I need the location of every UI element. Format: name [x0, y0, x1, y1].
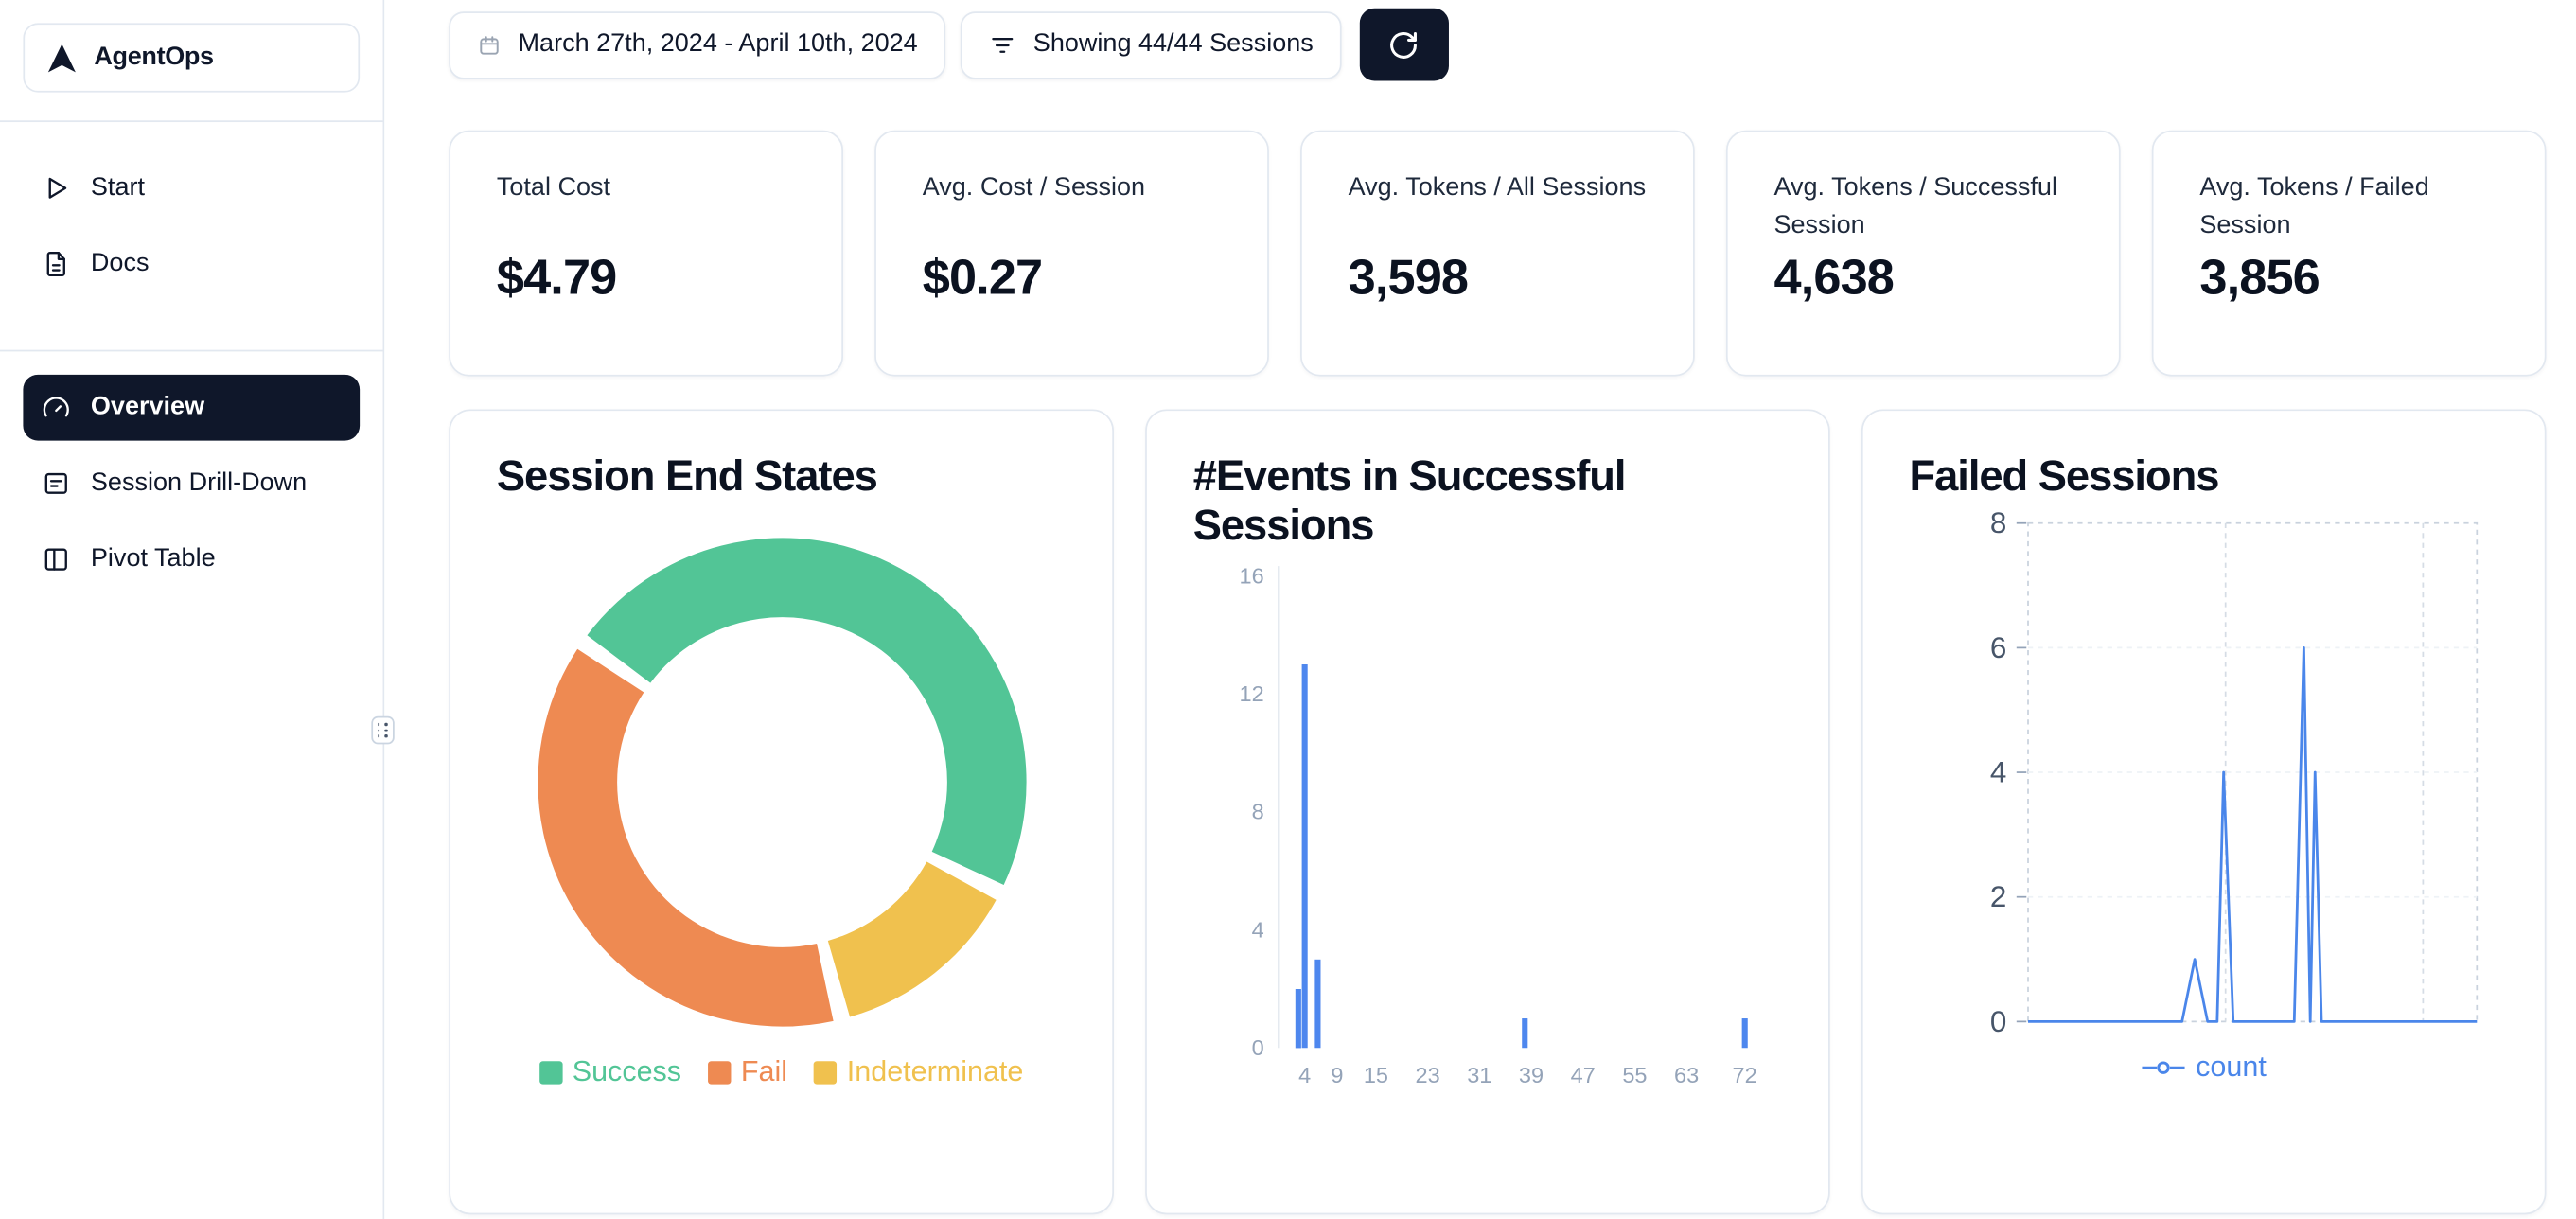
sidebar-divider — [0, 120, 383, 123]
failed-sessions-card: Failed Sessions 0 2 4 6 8 count — [1861, 409, 2547, 1215]
svg-text:2: 2 — [1990, 880, 2006, 913]
charts-row: Session End States Success Fail — [449, 409, 2547, 1215]
legend-item-fail: Fail — [707, 1054, 788, 1089]
events-in-successful-sessions-card: #Events in Successful Sessions 0 4 8 12 16 4 9… — [1145, 409, 1830, 1215]
stat-value: 4,638 — [1773, 251, 1895, 306]
legend-label: Success — [572, 1054, 682, 1088]
play-icon — [40, 171, 73, 204]
sessions-filter-label: Showing 44/44 Sessions — [1032, 29, 1314, 59]
filter-icon — [992, 37, 1014, 53]
donut-chart — [497, 521, 1067, 1045]
table-columns-icon — [40, 543, 73, 576]
refresh-button[interactable] — [1359, 8, 1449, 81]
legend-swatch-indeterminate — [813, 1060, 838, 1085]
sidebar-item-label: Start — [90, 173, 145, 202]
sidebar-item-docs[interactable]: Docs — [23, 231, 360, 297]
stat-label: Total Cost — [496, 173, 611, 202]
stat-value: 3,598 — [1348, 251, 1469, 306]
gauge-icon — [40, 391, 73, 424]
bar-chart: 0 4 8 12 16 4 9 15 23 31 39 47 55 63 72 — [1193, 554, 1783, 1110]
logo[interactable]: AgentOps — [23, 23, 361, 93]
sidebar-resize-handle[interactable] — [371, 716, 395, 745]
chart-title: Session End States — [496, 450, 878, 501]
svg-text:39: 39 — [1519, 1063, 1544, 1087]
line-chart: 0 2 4 6 8 — [1909, 506, 2498, 1047]
stats-row: Total Cost $4.79 Avg. Cost / Session $0.… — [449, 130, 2547, 377]
stat-card-total-cost: Total Cost $4.79 — [449, 130, 844, 377]
svg-text:15: 15 — [1364, 1063, 1388, 1087]
stat-value: 3,856 — [2199, 251, 2320, 306]
svg-text:9: 9 — [1331, 1063, 1343, 1087]
legend-item-success: Success — [538, 1054, 682, 1089]
svg-text:12: 12 — [1240, 682, 1264, 707]
svg-text:8: 8 — [1252, 800, 1264, 824]
chart-title: #Events in Successful Sessions — [1192, 450, 1627, 550]
date-range-button[interactable]: March 27th, 2024 - April 10th, 2024 — [449, 10, 946, 79]
donut-legend: Success Fail Indeterminate — [497, 1054, 1067, 1089]
legend-label: count — [2196, 1050, 2267, 1084]
stat-label: Avg. Cost / Session — [922, 173, 1146, 202]
refresh-icon — [1390, 31, 1418, 59]
svg-text:4: 4 — [1990, 756, 2006, 789]
main-content: March 27th, 2024 - April 10th, 2024 Show… — [384, 0, 2576, 1219]
svg-text:55: 55 — [1622, 1063, 1647, 1087]
stat-card-avg-cost-session: Avg. Cost / Session $0.27 — [874, 130, 1269, 377]
legend-item-indeterminate: Indeterminate — [813, 1054, 1024, 1089]
stat-value: $0.27 — [922, 251, 1043, 306]
sidebar-item-start[interactable]: Start — [23, 155, 360, 221]
sidebar-item-label: Session Drill-Down — [90, 468, 308, 497]
sidebar-item-session-drill-down[interactable]: Session Drill-Down — [23, 450, 360, 517]
svg-text:0: 0 — [1990, 1005, 2006, 1038]
stat-card-avg-tokens-all: Avg. Tokens / All Sessions 3,598 — [1300, 130, 1695, 377]
stat-label: Avg. Tokens / Successful Session — [1773, 173, 2057, 239]
stat-label: Avg. Tokens / Failed Session — [2199, 173, 2429, 239]
agentops-logo-icon — [47, 43, 76, 72]
stat-card-avg-tokens-failed: Avg. Tokens / Failed Session 3,856 — [2151, 130, 2547, 377]
svg-text:47: 47 — [1571, 1063, 1596, 1087]
legend-label: Indeterminate — [846, 1054, 1024, 1088]
svg-text:4: 4 — [1298, 1063, 1311, 1087]
sidebar-main-nav: Overview Session Drill-Down Pivot Table — [23, 374, 361, 603]
sidebar-item-pivot-table[interactable]: Pivot Table — [23, 526, 360, 592]
stat-card-avg-tokens-successful: Avg. Tokens / Successful Session 4,638 — [1725, 130, 2121, 377]
sidebar-item-label: Overview — [90, 393, 205, 421]
sidebar-divider — [0, 349, 383, 352]
sidebar-item-label: Pivot Table — [90, 544, 216, 574]
logo-text: AgentOps — [94, 43, 214, 71]
document-icon — [40, 248, 73, 281]
stat-label: Avg. Tokens / All Sessions — [1348, 173, 1647, 202]
svg-text:16: 16 — [1240, 564, 1264, 589]
sessions-filter-button[interactable]: Showing 44/44 Sessions — [961, 10, 1342, 79]
calendar-icon — [480, 35, 499, 54]
legend-swatch-fail — [707, 1060, 732, 1085]
svg-text:23: 23 — [1416, 1063, 1440, 1087]
sidebar-item-label: Docs — [90, 249, 150, 277]
stat-value: $4.79 — [496, 251, 617, 306]
legend-label: Fail — [740, 1054, 788, 1088]
session-list-icon — [40, 467, 73, 500]
svg-text:8: 8 — [1990, 510, 2006, 539]
toolbar: March 27th, 2024 - April 10th, 2024 Show… — [449, 8, 2546, 81]
session-end-states-card: Session End States Success Fail — [449, 409, 1114, 1215]
sidebar-top-nav: Start Docs — [23, 155, 360, 307]
legend-line-marker — [2141, 1060, 2184, 1074]
svg-text:0: 0 — [1252, 1036, 1264, 1061]
legend-swatch-success — [538, 1060, 563, 1085]
sidebar-item-overview[interactable]: Overview — [23, 374, 361, 441]
date-range-label: March 27th, 2024 - April 10th, 2024 — [518, 29, 918, 59]
svg-text:63: 63 — [1674, 1063, 1699, 1087]
line-chart-legend[interactable]: count — [1909, 1050, 2498, 1085]
sidebar: AgentOps Start Docs — [0, 0, 385, 1219]
svg-text:72: 72 — [1733, 1063, 1757, 1087]
svg-text:6: 6 — [1990, 631, 2006, 664]
svg-text:4: 4 — [1252, 918, 1264, 943]
chart-title: Failed Sessions — [1909, 450, 2219, 501]
svg-text:31: 31 — [1467, 1063, 1491, 1087]
